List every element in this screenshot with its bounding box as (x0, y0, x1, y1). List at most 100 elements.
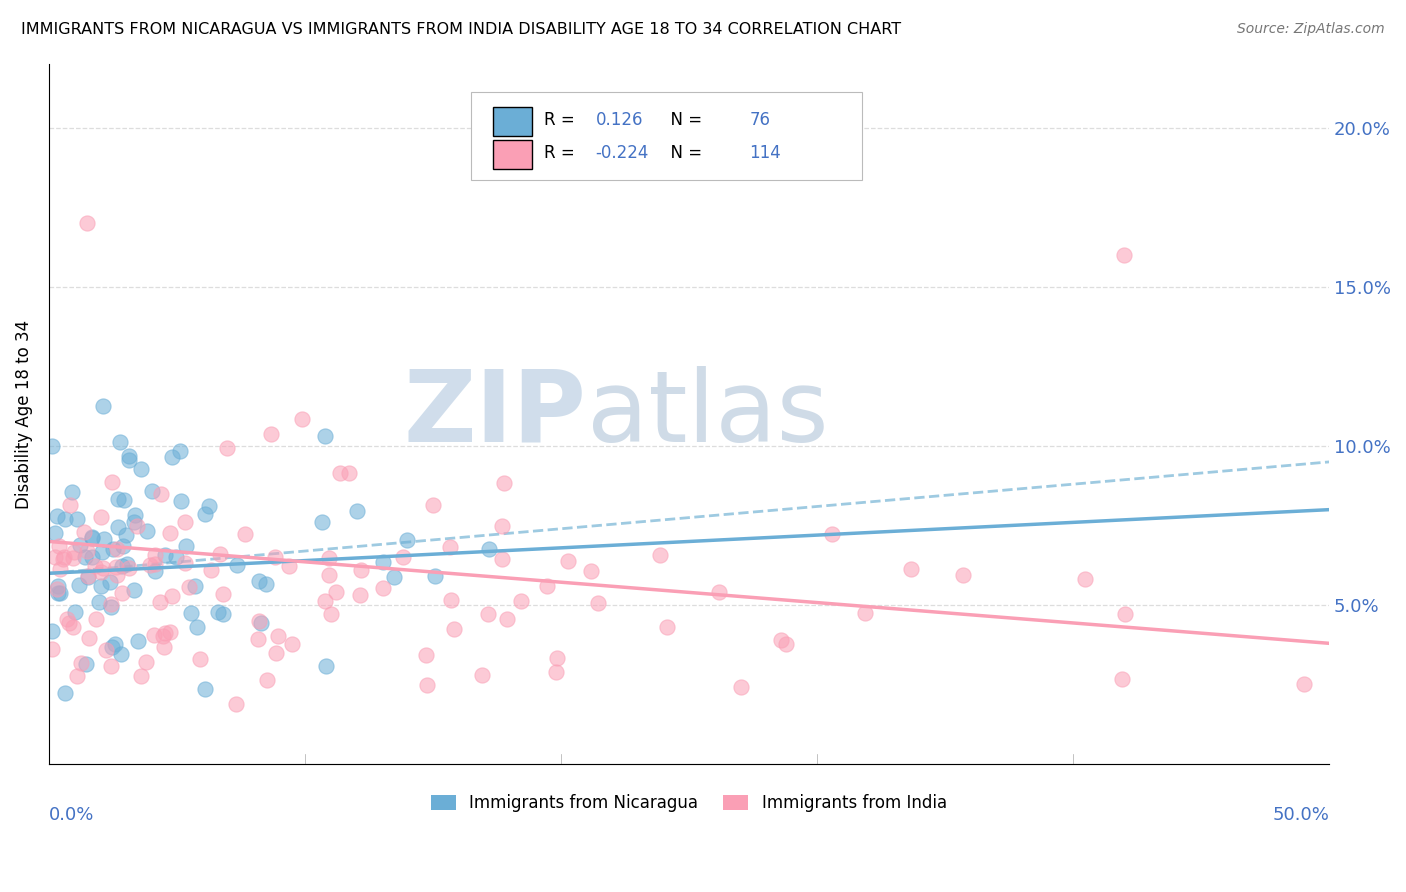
Point (153, 626, 176, 640)
Point (174, 515, 197, 529)
Point (337, 466, 360, 480)
FancyBboxPatch shape (494, 140, 531, 169)
Point (186, 620, 208, 634)
Point (260, 426, 283, 441)
Point (46, 586, 69, 600)
Point (62, 620, 84, 634)
Point (373, 556, 395, 570)
Point (443, 622, 465, 636)
Point (84, 612, 107, 626)
Point (1114, 248, 1136, 262)
Point (73, 549, 96, 564)
Point (321, 607, 343, 621)
FancyBboxPatch shape (494, 107, 531, 136)
Text: IMMIGRANTS FROM NICARAGUA VS IMMIGRANTS FROM INDIA DISABILITY AGE 18 TO 34 CORRE: IMMIGRANTS FROM NICARAGUA VS IMMIGRANTS … (21, 22, 901, 37)
Text: 0.0%: 0.0% (49, 806, 94, 824)
Point (173, 557, 195, 571)
Point (114, 527, 136, 541)
Text: 50.0%: 50.0% (1272, 806, 1329, 824)
Point (392, 549, 415, 564)
Point (41, 624, 63, 639)
Point (108, 434, 131, 449)
Point (194, 681, 217, 696)
Point (101, 541, 124, 556)
Point (853, 607, 876, 621)
Point (76, 216, 98, 230)
Point (233, 526, 256, 541)
Point (100, 599, 122, 614)
Point (91, 561, 114, 575)
Point (101, 640, 124, 655)
Point (67, 578, 90, 592)
Point (170, 494, 193, 508)
Text: 76: 76 (749, 112, 770, 129)
Point (76, 544, 98, 558)
Point (180, 607, 202, 621)
Point (188, 652, 211, 666)
Point (48, 539, 70, 553)
Point (546, 665, 568, 679)
Point (315, 659, 337, 673)
Point (153, 549, 176, 563)
Point (225, 697, 247, 711)
Point (45, 582, 67, 596)
Point (100, 597, 122, 611)
Legend: Immigrants from Nicaragua, Immigrants from India: Immigrants from Nicaragua, Immigrants fr… (425, 788, 953, 819)
Point (194, 507, 217, 521)
Point (318, 550, 340, 565)
Point (557, 554, 579, 568)
Point (821, 527, 844, 541)
Point (769, 633, 792, 648)
Point (149, 486, 172, 500)
Point (53, 686, 76, 700)
Point (211, 587, 233, 601)
Point (477, 607, 499, 621)
Point (90, 510, 112, 524)
Point (900, 562, 922, 576)
Point (422, 498, 444, 512)
Point (247, 632, 270, 646)
Point (65, 512, 87, 526)
Point (55, 512, 77, 526)
Point (217, 441, 239, 455)
Point (98, 574, 121, 589)
Text: 0.126: 0.126 (596, 112, 643, 129)
Point (91, 399, 114, 413)
Point (314, 429, 336, 443)
Point (318, 568, 340, 582)
Point (141, 484, 163, 499)
Point (143, 628, 166, 642)
Point (118, 453, 141, 467)
Point (384, 570, 406, 584)
Point (478, 541, 501, 556)
Point (439, 540, 461, 554)
Point (104, 559, 127, 574)
Point (89, 595, 111, 609)
Text: -0.224: -0.224 (596, 144, 650, 162)
Point (69, 657, 91, 671)
Point (115, 558, 138, 572)
Point (62, 545, 84, 559)
Point (84, 559, 107, 574)
Point (45, 508, 67, 523)
Point (100, 475, 122, 489)
Text: R =: R = (544, 144, 581, 162)
Point (69, 538, 91, 552)
Point (225, 558, 247, 573)
Point (471, 667, 494, 681)
Point (118, 449, 141, 463)
Point (350, 563, 373, 577)
Point (264, 646, 287, 660)
Point (329, 466, 352, 480)
Point (107, 520, 129, 534)
Point (311, 515, 333, 529)
Point (491, 519, 513, 533)
Point (73, 525, 96, 540)
Point (124, 515, 146, 529)
Point (135, 524, 157, 539)
Point (77, 569, 100, 583)
Y-axis label: Disability Age 18 to 34: Disability Age 18 to 34 (15, 319, 32, 508)
Point (200, 563, 222, 577)
Point (247, 574, 270, 589)
Point (44, 549, 66, 564)
